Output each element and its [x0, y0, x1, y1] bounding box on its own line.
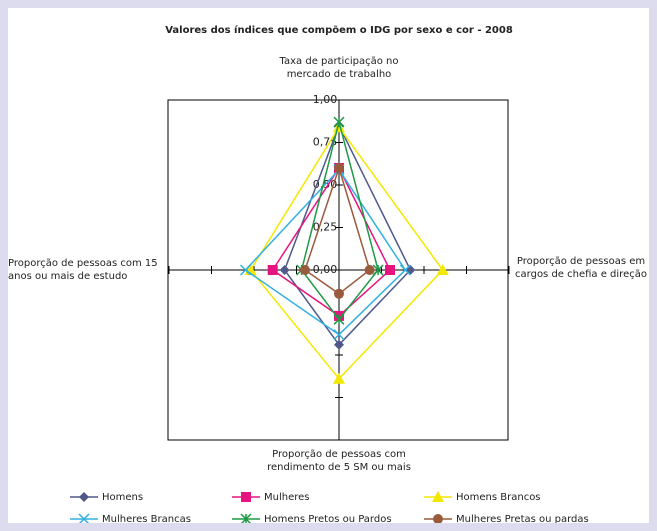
marker	[334, 163, 344, 173]
axis-label: Proporção de pessoas em cargos de chefia…	[515, 256, 647, 280]
chart-title: Valores dos índices que compõem o IDG po…	[165, 24, 513, 36]
panel: Valores dos índices que compõem o IDG po…	[8, 8, 649, 523]
marker	[333, 116, 345, 128]
legend-label: Mulheres Brancas	[102, 514, 191, 523]
marker	[241, 492, 251, 502]
marker	[239, 264, 252, 276]
marker	[334, 339, 344, 350]
marker	[79, 492, 89, 502]
legend-label: Homens Pretos ou Pardos	[264, 514, 392, 523]
marker	[78, 513, 90, 523]
marker	[333, 372, 345, 384]
series-line	[283, 123, 412, 346]
marker	[432, 491, 444, 502]
marker	[436, 264, 449, 275]
marker	[372, 264, 384, 276]
legend-label: Mulheres	[264, 492, 310, 503]
marker	[279, 265, 290, 275]
tick-label: 0,00	[313, 263, 338, 276]
axis-label: Proporção de pessoas com 15 anos ou mais…	[8, 258, 158, 282]
tick-label: 1,00	[313, 93, 338, 106]
marker	[364, 265, 375, 275]
tick-label: 0,25	[313, 221, 338, 234]
legend-label: Homens	[102, 492, 143, 503]
marker	[333, 329, 345, 341]
marker	[240, 513, 252, 523]
legend-label: Mulheres Pretas ou pardas	[456, 514, 589, 523]
chart: Valores dos índices que compõem o IDG po…	[70, 24, 589, 523]
series-line	[249, 125, 444, 380]
marker	[333, 313, 345, 325]
axis-label: Proporção de pessoas com rendimento de 5…	[267, 449, 411, 473]
marker	[433, 514, 443, 523]
marker	[300, 265, 310, 275]
legend-label: Homens Brancos	[456, 492, 541, 503]
marker	[385, 265, 395, 275]
axis-label: Taxa de participação no mercado de traba…	[279, 56, 399, 80]
marker	[399, 264, 411, 276]
marker	[267, 265, 278, 275]
marker	[334, 288, 344, 299]
